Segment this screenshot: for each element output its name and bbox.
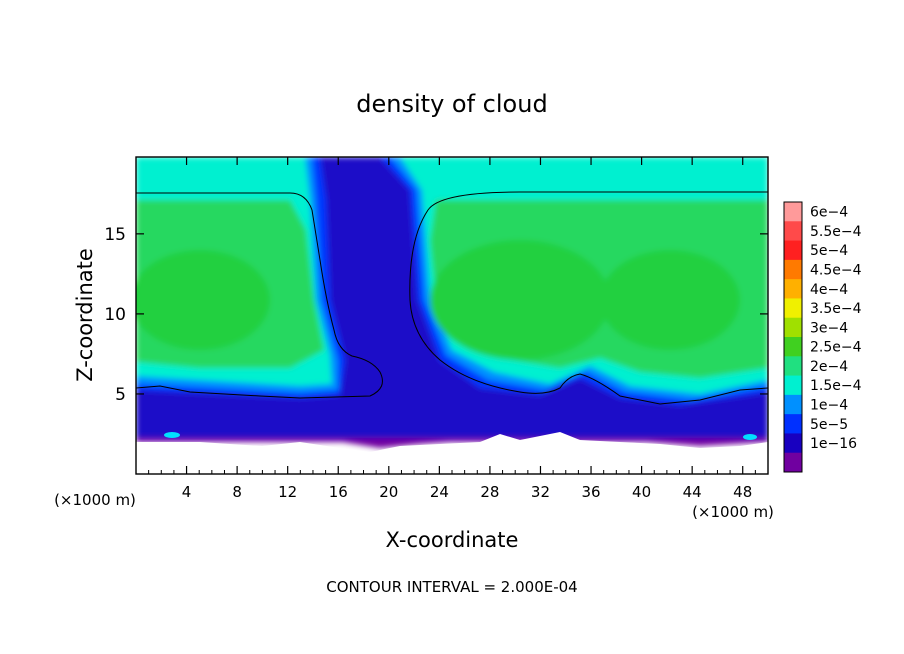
colorbar-label: 2e−4 (810, 359, 848, 375)
field-spot-1 (164, 432, 180, 438)
x-tick-label: 12 (278, 483, 297, 501)
colorbar-swatch (784, 337, 802, 357)
field-spot-2 (743, 434, 757, 440)
colorbar-swatch (784, 317, 802, 338)
colorbar-swatch (784, 259, 802, 280)
x-tick-label: 16 (329, 483, 348, 501)
contour-interval-footer: CONTOUR INTERVAL = 2.000E-04 (326, 578, 577, 596)
field-purple-base (136, 436, 768, 448)
field-ground (136, 432, 768, 474)
colorbar-swatch (784, 375, 802, 396)
contour-line-left (136, 192, 383, 399)
y-tick-label: 15 (104, 225, 126, 245)
x-tick-label: 28 (480, 483, 499, 501)
colorbar-label: 4.5e−4 (810, 263, 862, 279)
colorbar: 6e−4 5.5e−4 5e−4 4.5e−4 4e−4 3.5e−4 3e−4 2.5e−4… (783, 201, 862, 473)
x-axis-ticks: 4 8 12 16 20 24 28 32 36 40 44 48 (148, 157, 756, 501)
y-tick-label: 10 (104, 305, 126, 325)
x-axis-unit: (×1000 m) (692, 503, 774, 521)
colorbar-label: 3.5e−4 (810, 301, 862, 317)
y-tick-label: 5 (115, 385, 126, 405)
colorbar-frame (783, 201, 803, 473)
colorbar-swatch (784, 356, 802, 377)
colorbar-label: 2.5e−4 (810, 340, 862, 356)
colorbar-label: 6e−4 (810, 205, 848, 221)
colorbar-label: 4e−4 (810, 282, 848, 298)
field-green-patch-3 (600, 250, 740, 350)
colorbar-label: 1e−4 (810, 398, 848, 414)
x-axis-label: X-coordinate (386, 528, 519, 552)
field-green-patch-2 (430, 240, 610, 360)
colorbar-label: 1e−16 (810, 436, 857, 452)
x-tick-label: 8 (232, 483, 242, 501)
colorbar-swatch (784, 240, 802, 261)
colorbar-label: 3e−4 (810, 320, 848, 336)
chart-title: density of cloud (356, 90, 547, 118)
colorbar-swatch (784, 452, 802, 473)
x-tick-label: 24 (430, 483, 449, 501)
colorbar-label: 1.5e−4 (810, 378, 862, 394)
colorbar-swatch (784, 221, 802, 242)
x-tick-label: 32 (531, 483, 550, 501)
x-tick-label: 4 (182, 483, 192, 501)
colorbar-swatch (784, 414, 802, 434)
colorbar-label: 5e−4 (810, 243, 848, 259)
plot-area (136, 157, 768, 474)
y-axis-label: Z-coordinate (73, 248, 97, 382)
contour-line-right (409, 191, 768, 405)
y-axis-unit: (×1000 m) (54, 491, 136, 509)
x-tick-label: 48 (733, 483, 752, 501)
field-green-patch-1 (136, 250, 270, 350)
field-updraft-column (330, 157, 540, 430)
y-axis-ticks: 5 10 15 (104, 225, 768, 405)
x-tick-label: 36 (581, 483, 600, 501)
colorbar-swatch (784, 202, 802, 222)
x-tick-label: 20 (379, 483, 398, 501)
colorbar-swatch (784, 298, 802, 319)
x-tick-label: 44 (683, 483, 702, 501)
colorbar-label: 5.5e−4 (810, 224, 862, 240)
colorbar-swatch (784, 279, 802, 299)
x-tick-label: 40 (632, 483, 651, 501)
colorbar-label: 5e−5 (810, 417, 848, 433)
colorbar-swatch (784, 394, 802, 415)
colorbar-swatch (784, 433, 802, 454)
